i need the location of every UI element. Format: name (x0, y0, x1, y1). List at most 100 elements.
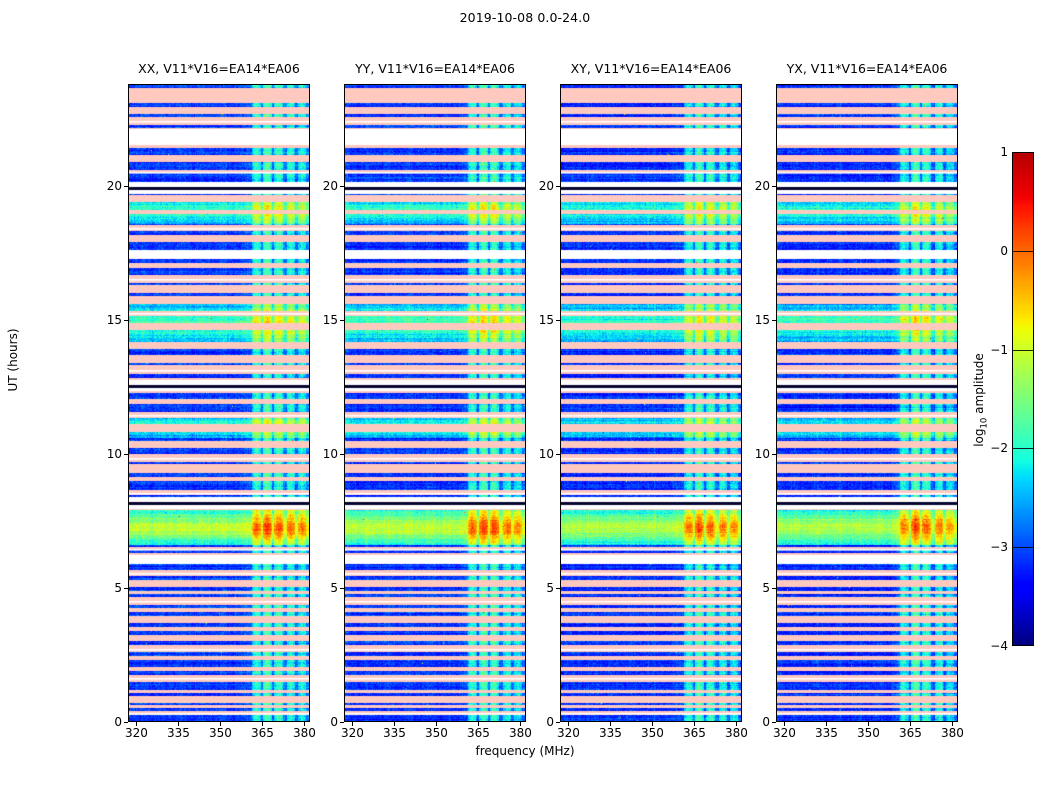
y-tick-mark (124, 722, 128, 723)
x-tick-mark (478, 722, 480, 726)
colorbar-tick-mark (1012, 349, 1034, 351)
colorbar-tick-mark (1012, 448, 1034, 450)
y-tick-mark (124, 453, 128, 455)
y-tick-mark (556, 722, 560, 723)
panel-title-yy: YY, V11*V16=EA14*EA06 (355, 61, 515, 76)
y-tick-label: 15 (754, 312, 770, 327)
x-tick-mark (220, 722, 222, 726)
colorbar-tick-mark (1012, 547, 1034, 549)
y-tick-mark (340, 185, 344, 187)
x-tick-label: 335 (382, 726, 406, 740)
x-tick-label: 320 (340, 726, 364, 740)
y-tick-label: 20 (538, 178, 554, 193)
colorbar-tick-mark (1012, 250, 1034, 252)
figure-suptitle: 2019-10-08 0.0-24.0 (459, 10, 591, 25)
colorbar-label-suffix: amplitude (972, 353, 986, 418)
y-tick-mark (772, 722, 776, 723)
x-axis-label: frequency (MHz) (475, 744, 575, 758)
y-tick-label: 0 (114, 715, 122, 729)
colorbar (1012, 152, 1034, 646)
y-tick-label: 10 (322, 446, 338, 461)
x-tick-mark (736, 722, 738, 726)
x-tick-label: 320 (124, 726, 148, 740)
y-tick-label: 20 (754, 178, 770, 193)
x-tick-label: 380 (940, 726, 964, 740)
colorbar-tick-label: 0 (1000, 243, 1008, 258)
colorbar-tick-label: −2 (990, 441, 1008, 456)
y-tick-mark (772, 185, 776, 187)
y-tick-label: 10 (754, 446, 770, 461)
y-tick-label: 15 (106, 312, 122, 327)
y-axis-label: UT (hours) (6, 328, 20, 392)
waterfall-panel-xy (560, 84, 742, 722)
x-tick-mark (952, 722, 954, 726)
panel-title-yx: YX, V11*V16=EA14*EA06 (786, 61, 948, 76)
x-tick-mark (352, 722, 354, 726)
y-tick-label: 0 (762, 715, 770, 729)
x-tick-mark (652, 722, 654, 726)
y-tick-mark (340, 453, 344, 455)
x-tick-mark (520, 722, 522, 726)
x-tick-label: 380 (724, 726, 748, 740)
x-tick-mark (826, 722, 828, 726)
x-tick-label: 320 (556, 726, 580, 740)
y-tick-label: 10 (538, 446, 554, 461)
y-tick-label: 0 (546, 715, 554, 729)
waterfall-panel-yy (344, 84, 526, 722)
x-tick-mark (784, 722, 786, 726)
y-tick-mark (340, 587, 344, 589)
colorbar-tick-label: −3 (990, 540, 1008, 555)
y-tick-label: 5 (546, 580, 554, 595)
x-tick-label: 335 (814, 726, 838, 740)
y-tick-label: 5 (114, 580, 122, 595)
y-tick-label: 5 (330, 580, 338, 595)
y-tick-label: 20 (322, 178, 338, 193)
x-tick-mark (304, 722, 306, 726)
y-tick-mark (124, 587, 128, 589)
colorbar-tick-label: 1 (1000, 145, 1008, 159)
colorbar-tick-label: −1 (990, 342, 1008, 357)
y-tick-label: 10 (106, 446, 122, 461)
y-tick-mark (340, 319, 344, 321)
colorbar-label-subscript: 10 (979, 417, 990, 429)
x-tick-mark (262, 722, 264, 726)
x-tick-mark (178, 722, 180, 726)
x-tick-mark (910, 722, 912, 726)
y-tick-mark (340, 722, 344, 723)
colorbar-label: log10 amplitude (972, 353, 989, 447)
x-tick-label: 350 (856, 726, 880, 740)
y-tick-label: 15 (322, 312, 338, 327)
x-tick-label: 365 (682, 726, 706, 740)
y-tick-mark (124, 319, 128, 321)
y-tick-label: 15 (538, 312, 554, 327)
y-tick-mark (556, 587, 560, 589)
x-tick-mark (394, 722, 396, 726)
y-tick-mark (124, 185, 128, 187)
colorbar-tick-label: −4 (990, 639, 1008, 653)
y-tick-mark (556, 185, 560, 187)
x-tick-label: 365 (466, 726, 490, 740)
y-tick-label: 0 (330, 715, 338, 729)
y-tick-mark (556, 319, 560, 321)
panel-title-xy: XY, V11*V16=EA14*EA06 (570, 61, 732, 76)
x-tick-label: 380 (292, 726, 316, 740)
waterfall-panel-xx (128, 84, 310, 722)
x-tick-label: 380 (508, 726, 532, 740)
x-tick-label: 320 (772, 726, 796, 740)
colorbar-label-prefix: log (972, 428, 986, 447)
x-tick-mark (436, 722, 438, 726)
x-tick-label: 350 (640, 726, 664, 740)
x-tick-mark (868, 722, 870, 726)
x-tick-mark (694, 722, 696, 726)
x-tick-label: 365 (250, 726, 274, 740)
y-tick-label: 5 (762, 580, 770, 595)
x-tick-mark (610, 722, 612, 726)
y-tick-mark (772, 319, 776, 321)
x-tick-mark (136, 722, 138, 726)
x-tick-label: 350 (424, 726, 448, 740)
x-tick-label: 365 (898, 726, 922, 740)
y-tick-mark (556, 453, 560, 455)
x-tick-label: 335 (598, 726, 622, 740)
x-tick-label: 350 (208, 726, 232, 740)
